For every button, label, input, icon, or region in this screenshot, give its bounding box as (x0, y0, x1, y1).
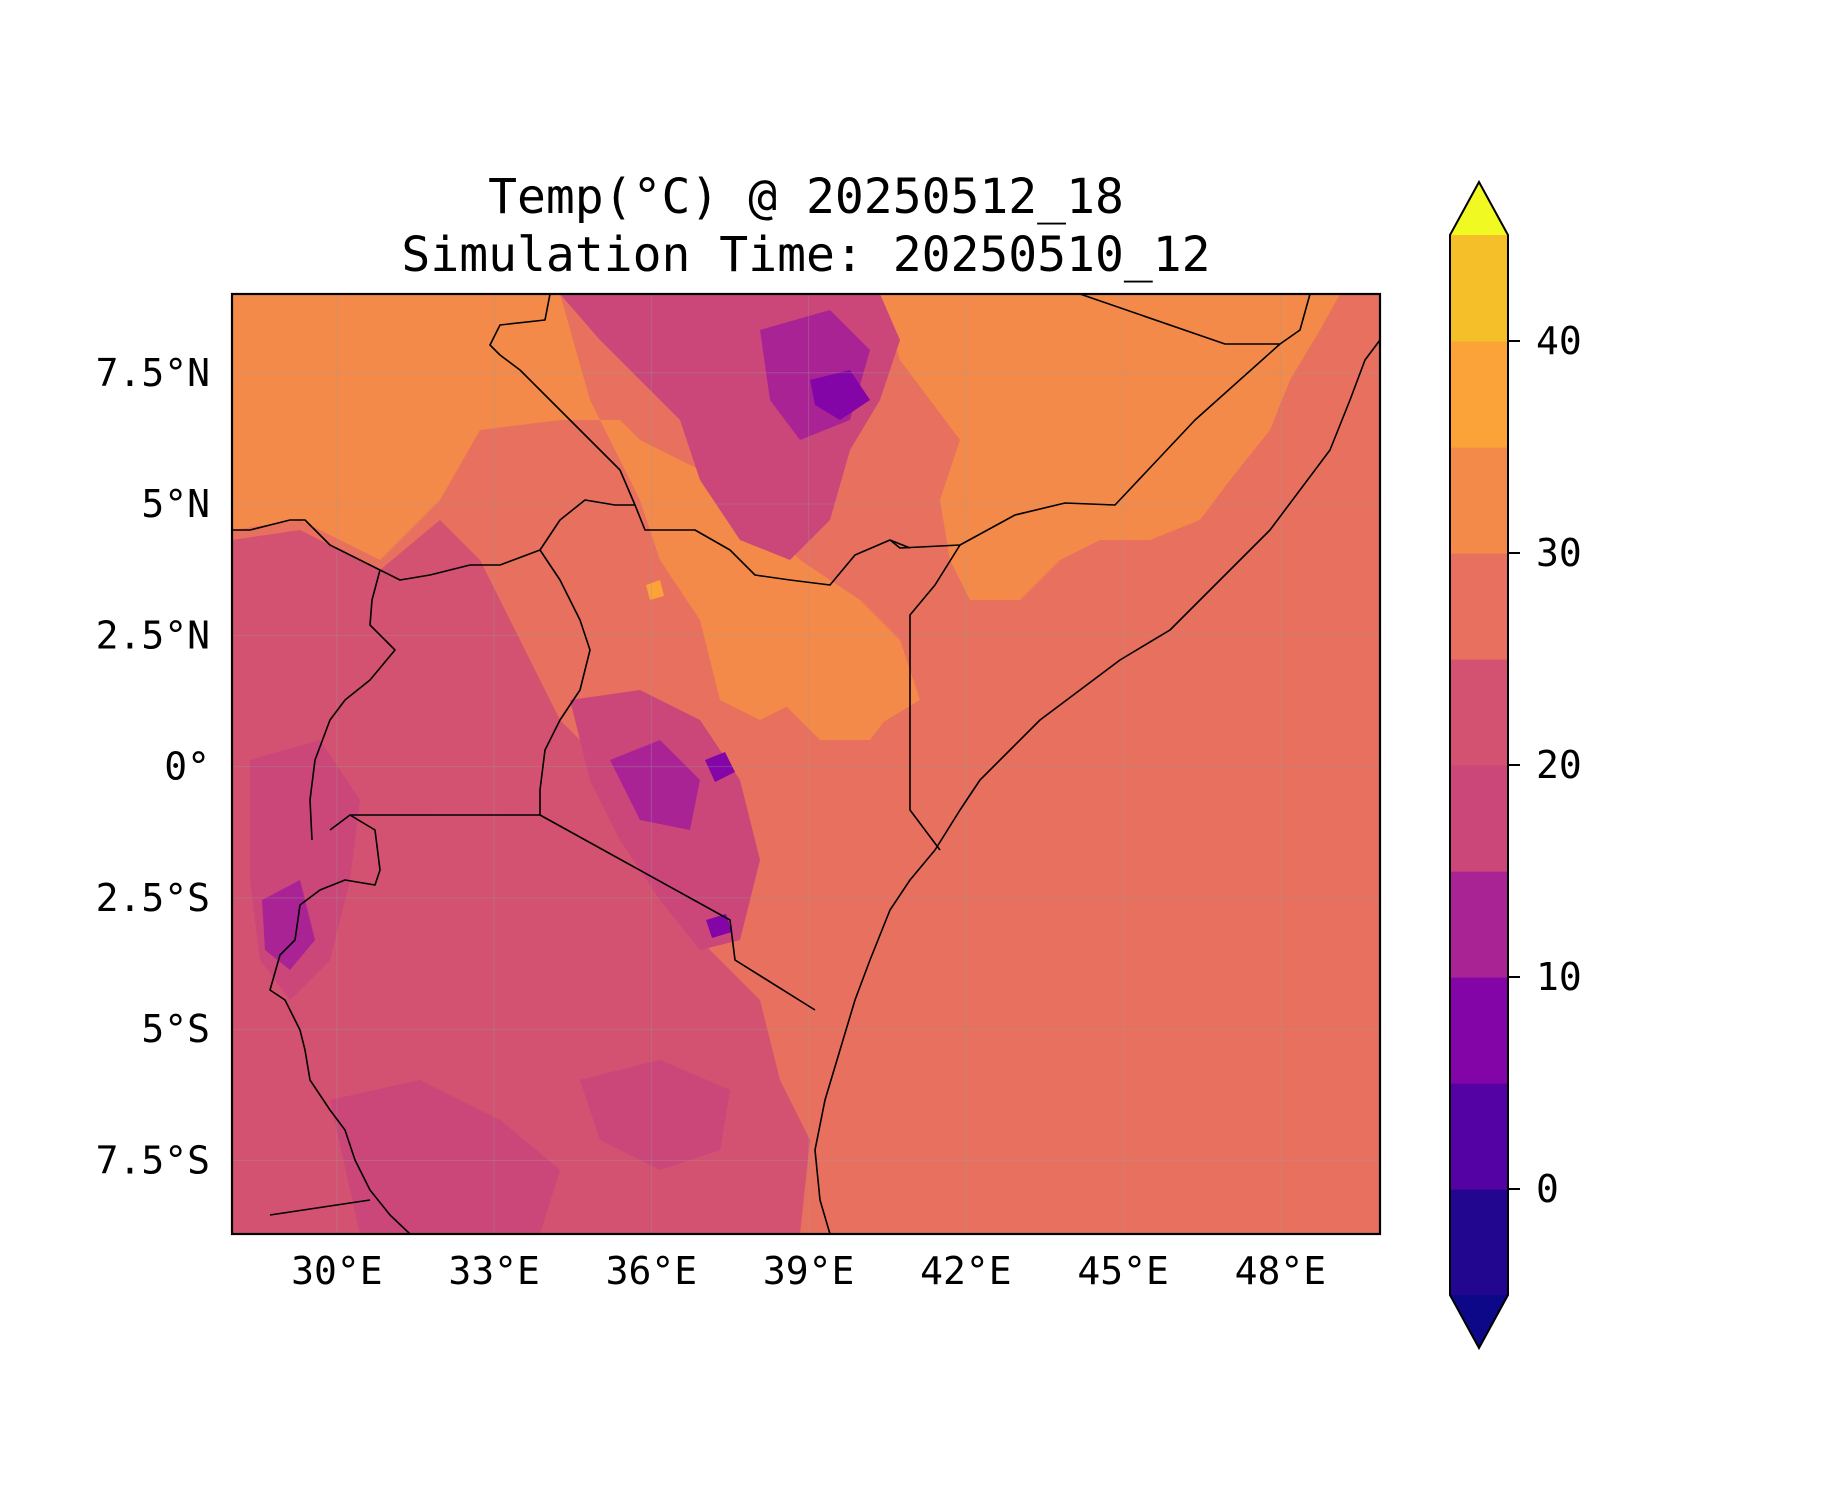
hot-lowland-east-patch (770, 620, 900, 740)
x-tick-label: 36°E (606, 1249, 698, 1293)
temperature-field (232, 294, 1380, 1234)
x-axis-ticks: 30°E 33°E 36°E 39°E 42°E 45°E 48°E (291, 1249, 1326, 1293)
y-axis-ticks: 7.5°N 5°N 2.5°N 0° 2.5°S 5°S 7.5°S (96, 351, 210, 1183)
colorbar-segment (1450, 765, 1508, 872)
colorbar-tick-label: 30 (1536, 531, 1582, 575)
y-tick-label: 2.5°S (96, 876, 210, 920)
colorbar-segment (1450, 235, 1508, 342)
chart-subtitle: Simulation Time: 20250510_12 (401, 227, 1211, 283)
y-tick-label: 5°S (141, 1007, 210, 1051)
colorbar-segment (1450, 977, 1508, 1084)
colorbar-extend-min (1450, 1295, 1508, 1348)
coldest-spot-kilimanjaro (706, 914, 732, 938)
colorbar (1449, 179, 1509, 1351)
x-tick-label: 45°E (1077, 1249, 1169, 1293)
y-tick-label: 7.5°N (96, 351, 210, 395)
coldest-spot-ethiopia (810, 370, 870, 420)
colorbar-tick-label: 20 (1536, 743, 1582, 787)
hot-lowland-north-east (880, 294, 1340, 600)
chart-title: Temp(°C) @ 20250512_18 (488, 169, 1124, 225)
highland-tanzania-south (330, 1080, 560, 1234)
colorbar-tick-label: 0 (1536, 1167, 1559, 1211)
cold-highland-rwanda (262, 880, 315, 970)
map-frame (230, 292, 1382, 1236)
x-tick-label: 42°E (920, 1249, 1012, 1293)
country-borders (232, 294, 1380, 1234)
border-uganda-west (309, 569, 396, 841)
colorbar-tick-label: 40 (1536, 319, 1582, 363)
border-kenya-ethiopia (539, 499, 911, 586)
border-ethiopia-sudan (489, 294, 636, 506)
border-south-sudan (232, 519, 541, 581)
x-tick-label: 33°E (448, 1249, 540, 1293)
border-kenya-tanzania (539, 814, 816, 1011)
border-kenya-somalia (909, 544, 961, 851)
y-tick-label: 2.5°N (96, 613, 210, 657)
border-tanzania-zambia (269, 1199, 371, 1216)
warm-region-south-central (360, 800, 640, 1080)
colorbar-ticks: 0 10 20 30 40 (1508, 319, 1582, 1211)
border-uganda (539, 549, 591, 815)
y-tick-label: 0° (164, 745, 210, 789)
y-tick-label: 7.5°S (96, 1138, 210, 1182)
hottest-spot (646, 580, 664, 600)
x-tick-label: 30°E (291, 1249, 383, 1293)
colorbar-segment (1450, 1083, 1508, 1190)
x-tick-label: 48°E (1235, 1249, 1327, 1293)
highland-tanzania-east (580, 1060, 730, 1170)
map-gridlines (232, 294, 1380, 1234)
colorbar-segment (1450, 341, 1508, 448)
coldest-spot-kenya (705, 752, 735, 782)
border-lake-tanganyika (299, 1029, 411, 1234)
colorbar-segment (1450, 447, 1508, 554)
coastline-east-africa (814, 339, 1380, 1234)
colorbar-tick-label: 10 (1536, 955, 1582, 999)
colorbar-extend-max (1450, 182, 1508, 235)
x-tick-label: 39°E (763, 1249, 855, 1293)
border-rwanda-burundi (269, 814, 381, 1031)
colorbar-segment (1450, 1189, 1508, 1296)
colorbar-segment (1450, 553, 1508, 660)
colorbar-outline (1449, 179, 1509, 1351)
hot-lowland-north-west (232, 294, 920, 730)
y-tick-label: 5°N (141, 482, 210, 526)
cold-highland-kenya (610, 740, 700, 830)
colorbar-segment (1450, 871, 1508, 978)
colorbar-segment (1450, 659, 1508, 766)
